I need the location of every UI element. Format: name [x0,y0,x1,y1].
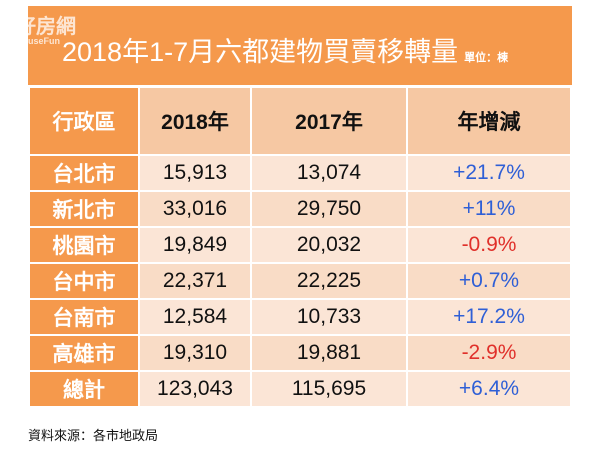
change-cell: +17.2% [406,298,572,336]
value-2018: 12,584 [138,298,252,336]
page-title: 2018年1-7月六都建物買賣移轉量 單位：棟 [62,30,508,69]
city-cell: 高雄市 [28,334,140,372]
change-cell: +0.7% [406,262,572,300]
table-row: 新北市 33,016 29,750 +11% [28,190,572,228]
source-note: 資料來源：各市地政局 [28,428,159,443]
value-2017: 22,225 [250,262,408,300]
table-row: 台南市 12,584 10,733 +17.2% [28,298,572,336]
table-row: 高雄市 19,310 19,881 -2.9% [28,334,572,372]
change-cell: -0.9% [406,226,572,264]
city-cell: 新北市 [28,190,140,228]
table-row: 桃園市 19,849 20,032 -0.9% [28,226,572,264]
change-cell: -2.9% [406,334,572,372]
city-cell: 台北市 [28,154,140,192]
value-2018: 19,310 [138,334,252,372]
table-row: 台北市 15,913 13,074 +21.7% [28,154,572,192]
value-2018: 123,043 [138,370,252,408]
change-cell: +6.4% [406,370,572,408]
value-2017: 10,733 [250,298,408,336]
value-2017: 115,695 [250,370,408,408]
city-cell: 台中市 [28,262,140,300]
value-2017: 20,032 [250,226,408,264]
city-cell: 總計 [28,370,140,408]
transfer-table: 行政區 2018年 2017年 年增減 台北市 15,913 13,074 +21.7… [28,86,572,408]
header-district: 行政區 [28,86,140,156]
value-2018: 22,371 [138,262,252,300]
watermark-logo: 好房網 HouseFun [16,16,76,46]
value-2017: 13,074 [250,154,408,192]
value-2017: 19,881 [250,334,408,372]
value-2018: 19,849 [138,226,252,264]
value-2017: 29,750 [250,190,408,228]
title-band [28,6,572,85]
table-row: 台中市 22,371 22,225 +0.7% [28,262,572,300]
change-cell: +21.7% [406,154,572,192]
city-cell: 桃園市 [28,226,140,264]
table-row: 總計 123,043 115,695 +6.4% [28,370,572,408]
header-change: 年增減 [406,86,572,156]
header-2018: 2018年 [138,86,252,156]
change-cell: +11% [406,190,572,228]
value-2018: 15,913 [138,154,252,192]
city-cell: 台南市 [28,298,140,336]
unit-label: 單位：棟 [464,52,509,64]
title-text: 2018年1-7月六都建物買賣移轉量 [62,37,459,67]
value-2018: 33,016 [138,190,252,228]
header-2017: 2017年 [250,86,408,156]
